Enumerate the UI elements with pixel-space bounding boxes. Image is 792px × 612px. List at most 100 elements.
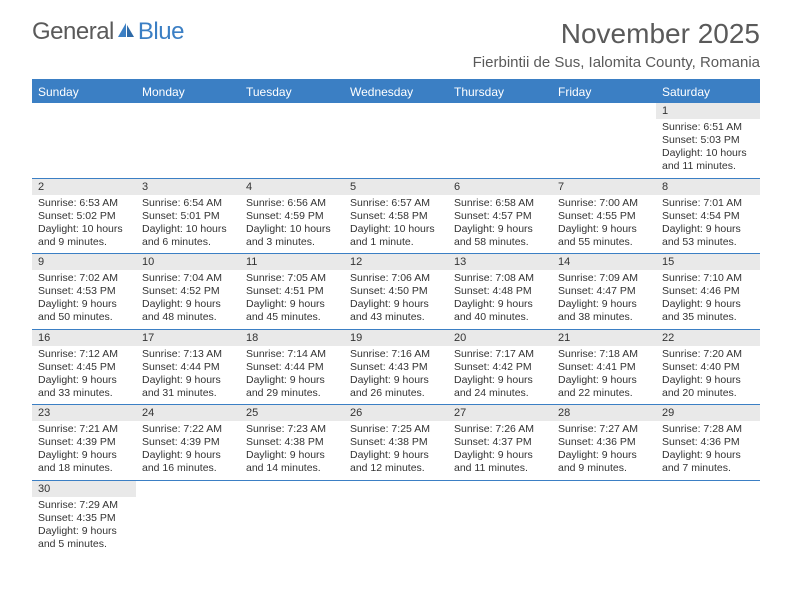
calendar-cell: 1Sunrise: 6:51 AMSunset: 5:03 PMDaylight… (656, 103, 760, 178)
calendar-cell (344, 480, 448, 555)
weekday-header: Monday (136, 81, 240, 103)
calendar-row: 16Sunrise: 7:12 AMSunset: 4:45 PMDayligh… (32, 329, 760, 405)
day-body: Sunrise: 7:02 AMSunset: 4:53 PMDaylight:… (32, 270, 136, 329)
calendar-cell (240, 103, 344, 178)
day-number: 26 (344, 405, 448, 421)
day-number: 30 (32, 481, 136, 497)
day-body: Sunrise: 7:20 AMSunset: 4:40 PMDaylight:… (656, 346, 760, 405)
calendar-cell: 30Sunrise: 7:29 AMSunset: 4:35 PMDayligh… (32, 480, 136, 555)
day-number: 21 (552, 330, 656, 346)
day-body: Sunrise: 7:01 AMSunset: 4:54 PMDaylight:… (656, 195, 760, 254)
day-number: 3 (136, 179, 240, 195)
calendar-cell: 19Sunrise: 7:16 AMSunset: 4:43 PMDayligh… (344, 329, 448, 405)
calendar-cell (136, 480, 240, 555)
header: General Blue November 2025 Fierbintii de… (0, 0, 792, 77)
day-body: Sunrise: 7:12 AMSunset: 4:45 PMDaylight:… (32, 346, 136, 405)
day-body: Sunrise: 7:00 AMSunset: 4:55 PMDaylight:… (552, 195, 656, 254)
calendar-cell (552, 103, 656, 178)
day-body: Sunrise: 7:28 AMSunset: 4:36 PMDaylight:… (656, 421, 760, 480)
day-number: 23 (32, 405, 136, 421)
day-number: 22 (656, 330, 760, 346)
calendar-cell (552, 480, 656, 555)
calendar-cell: 5Sunrise: 6:57 AMSunset: 4:58 PMDaylight… (344, 178, 448, 254)
weekday-header: Tuesday (240, 81, 344, 103)
day-number: 20 (448, 330, 552, 346)
calendar-row: 30Sunrise: 7:29 AMSunset: 4:35 PMDayligh… (32, 480, 760, 555)
day-body: Sunrise: 7:06 AMSunset: 4:50 PMDaylight:… (344, 270, 448, 329)
weekday-header: Wednesday (344, 81, 448, 103)
day-number: 12 (344, 254, 448, 270)
day-body: Sunrise: 7:13 AMSunset: 4:44 PMDaylight:… (136, 346, 240, 405)
calendar-cell: 11Sunrise: 7:05 AMSunset: 4:51 PMDayligh… (240, 254, 344, 330)
logo-text-general: General (32, 18, 114, 46)
calendar-cell (656, 480, 760, 555)
day-number: 9 (32, 254, 136, 270)
calendar-row: 2Sunrise: 6:53 AMSunset: 5:02 PMDaylight… (32, 178, 760, 254)
day-body: Sunrise: 7:27 AMSunset: 4:36 PMDaylight:… (552, 421, 656, 480)
day-body: Sunrise: 6:51 AMSunset: 5:03 PMDaylight:… (656, 119, 760, 178)
day-number: 19 (344, 330, 448, 346)
calendar-cell (448, 480, 552, 555)
day-body: Sunrise: 6:58 AMSunset: 4:57 PMDaylight:… (448, 195, 552, 254)
calendar-cell (344, 103, 448, 178)
day-body: Sunrise: 7:04 AMSunset: 4:52 PMDaylight:… (136, 270, 240, 329)
calendar-cell: 23Sunrise: 7:21 AMSunset: 4:39 PMDayligh… (32, 405, 136, 481)
day-number: 16 (32, 330, 136, 346)
location-subtitle: Fierbintii de Sus, Ialomita County, Roma… (473, 54, 760, 71)
calendar-cell: 2Sunrise: 6:53 AMSunset: 5:02 PMDaylight… (32, 178, 136, 254)
day-number: 5 (344, 179, 448, 195)
calendar-head: SundayMondayTuesdayWednesdayThursdayFrid… (32, 81, 760, 103)
weekday-header: Saturday (656, 81, 760, 103)
day-number: 11 (240, 254, 344, 270)
day-number: 14 (552, 254, 656, 270)
day-number: 27 (448, 405, 552, 421)
calendar-cell: 20Sunrise: 7:17 AMSunset: 4:42 PMDayligh… (448, 329, 552, 405)
calendar-cell: 8Sunrise: 7:01 AMSunset: 4:54 PMDaylight… (656, 178, 760, 254)
calendar-cell: 27Sunrise: 7:26 AMSunset: 4:37 PMDayligh… (448, 405, 552, 481)
day-body: Sunrise: 7:08 AMSunset: 4:48 PMDaylight:… (448, 270, 552, 329)
weekday-header: Friday (552, 81, 656, 103)
day-body: Sunrise: 7:22 AMSunset: 4:39 PMDaylight:… (136, 421, 240, 480)
calendar-cell: 4Sunrise: 6:56 AMSunset: 4:59 PMDaylight… (240, 178, 344, 254)
day-number: 17 (136, 330, 240, 346)
day-body: Sunrise: 7:05 AMSunset: 4:51 PMDaylight:… (240, 270, 344, 329)
day-number: 15 (656, 254, 760, 270)
calendar-cell (240, 480, 344, 555)
calendar-cell: 17Sunrise: 7:13 AMSunset: 4:44 PMDayligh… (136, 329, 240, 405)
calendar-cell: 7Sunrise: 7:00 AMSunset: 4:55 PMDaylight… (552, 178, 656, 254)
day-number: 1 (656, 103, 760, 119)
calendar-cell: 9Sunrise: 7:02 AMSunset: 4:53 PMDaylight… (32, 254, 136, 330)
page-title: November 2025 (473, 18, 760, 50)
calendar-cell (32, 103, 136, 178)
sail-icon (116, 21, 136, 39)
day-number: 24 (136, 405, 240, 421)
day-body: Sunrise: 7:26 AMSunset: 4:37 PMDaylight:… (448, 421, 552, 480)
logo-text-blue: Blue (138, 18, 184, 46)
day-body: Sunrise: 7:16 AMSunset: 4:43 PMDaylight:… (344, 346, 448, 405)
calendar-cell: 25Sunrise: 7:23 AMSunset: 4:38 PMDayligh… (240, 405, 344, 481)
calendar-cell: 24Sunrise: 7:22 AMSunset: 4:39 PMDayligh… (136, 405, 240, 481)
day-body: Sunrise: 6:54 AMSunset: 5:01 PMDaylight:… (136, 195, 240, 254)
day-number: 10 (136, 254, 240, 270)
day-number: 13 (448, 254, 552, 270)
calendar-cell (136, 103, 240, 178)
calendar-cell: 15Sunrise: 7:10 AMSunset: 4:46 PMDayligh… (656, 254, 760, 330)
calendar-cell: 16Sunrise: 7:12 AMSunset: 4:45 PMDayligh… (32, 329, 136, 405)
day-body: Sunrise: 7:09 AMSunset: 4:47 PMDaylight:… (552, 270, 656, 329)
calendar-cell: 22Sunrise: 7:20 AMSunset: 4:40 PMDayligh… (656, 329, 760, 405)
day-body: Sunrise: 7:25 AMSunset: 4:38 PMDaylight:… (344, 421, 448, 480)
day-body: Sunrise: 7:18 AMSunset: 4:41 PMDaylight:… (552, 346, 656, 405)
day-number: 4 (240, 179, 344, 195)
calendar-cell: 14Sunrise: 7:09 AMSunset: 4:47 PMDayligh… (552, 254, 656, 330)
calendar-cell: 18Sunrise: 7:14 AMSunset: 4:44 PMDayligh… (240, 329, 344, 405)
day-number: 18 (240, 330, 344, 346)
calendar-cell: 10Sunrise: 7:04 AMSunset: 4:52 PMDayligh… (136, 254, 240, 330)
day-body: Sunrise: 7:14 AMSunset: 4:44 PMDaylight:… (240, 346, 344, 405)
weekday-header: Thursday (448, 81, 552, 103)
day-body: Sunrise: 6:53 AMSunset: 5:02 PMDaylight:… (32, 195, 136, 254)
calendar-cell: 21Sunrise: 7:18 AMSunset: 4:41 PMDayligh… (552, 329, 656, 405)
day-number: 2 (32, 179, 136, 195)
day-body: Sunrise: 7:29 AMSunset: 4:35 PMDaylight:… (32, 497, 136, 556)
weekday-header: Sunday (32, 81, 136, 103)
day-body: Sunrise: 7:10 AMSunset: 4:46 PMDaylight:… (656, 270, 760, 329)
